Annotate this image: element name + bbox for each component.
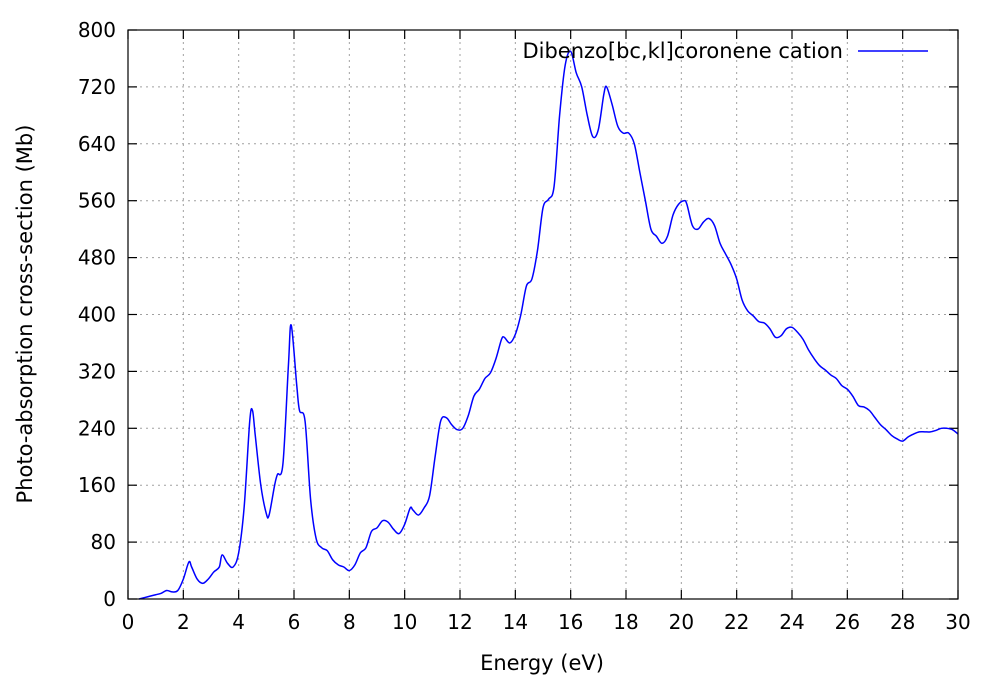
y-tick-label: 0 bbox=[103, 587, 116, 611]
x-tick-label: 22 bbox=[724, 610, 749, 634]
x-tick-label: 10 bbox=[392, 610, 417, 634]
x-tick-label: 28 bbox=[890, 610, 915, 634]
y-tick-labels: 0 80 160 240 320 400 480 560 640 720 800 bbox=[78, 18, 116, 611]
x-axis-title: Energy (eV) bbox=[480, 651, 604, 675]
y-tick-label: 640 bbox=[78, 132, 116, 156]
x-tick-label: 12 bbox=[447, 610, 472, 634]
x-tick-label: 14 bbox=[503, 610, 528, 634]
x-tick-label: 0 bbox=[122, 610, 135, 634]
x-tick-label: 18 bbox=[613, 610, 638, 634]
x-tick-label: 30 bbox=[945, 610, 970, 634]
y-tick-label: 400 bbox=[78, 303, 116, 327]
x-tick-label: 16 bbox=[558, 610, 583, 634]
legend: Dibenzo[bc,kl]coronene cation bbox=[522, 39, 928, 63]
plot-frame bbox=[127, 29, 959, 600]
x-tick-label: 20 bbox=[669, 610, 694, 634]
y-tick-label: 320 bbox=[78, 359, 116, 383]
x-tick-label: 24 bbox=[779, 610, 804, 634]
y-tick-label: 720 bbox=[78, 75, 116, 99]
gridlines bbox=[128, 30, 958, 599]
x-tick-label: 4 bbox=[232, 610, 245, 634]
x-tick-label: 2 bbox=[177, 610, 190, 634]
series-line bbox=[138, 50, 959, 600]
x-tick-labels: 0 2 4 6 8 10 12 14 16 18 20 22 24 26 28 30 bbox=[122, 610, 971, 634]
y-tick-label: 240 bbox=[78, 416, 116, 440]
y-tick-label: 480 bbox=[78, 246, 116, 270]
y-axis-title: Photo-absorption cross-section (Mb) bbox=[13, 125, 37, 504]
y-tick-label: 800 bbox=[78, 18, 116, 42]
x-tick-label: 8 bbox=[343, 610, 356, 634]
series-layer bbox=[138, 50, 959, 600]
y-tick-label: 160 bbox=[78, 473, 116, 497]
x-tick-label: 26 bbox=[835, 610, 860, 634]
y-tick-label: 560 bbox=[78, 189, 116, 213]
x-tick-label: 6 bbox=[288, 610, 301, 634]
y-tick-label: 80 bbox=[91, 530, 116, 554]
legend-label: Dibenzo[bc,kl]coronene cation bbox=[522, 39, 843, 63]
